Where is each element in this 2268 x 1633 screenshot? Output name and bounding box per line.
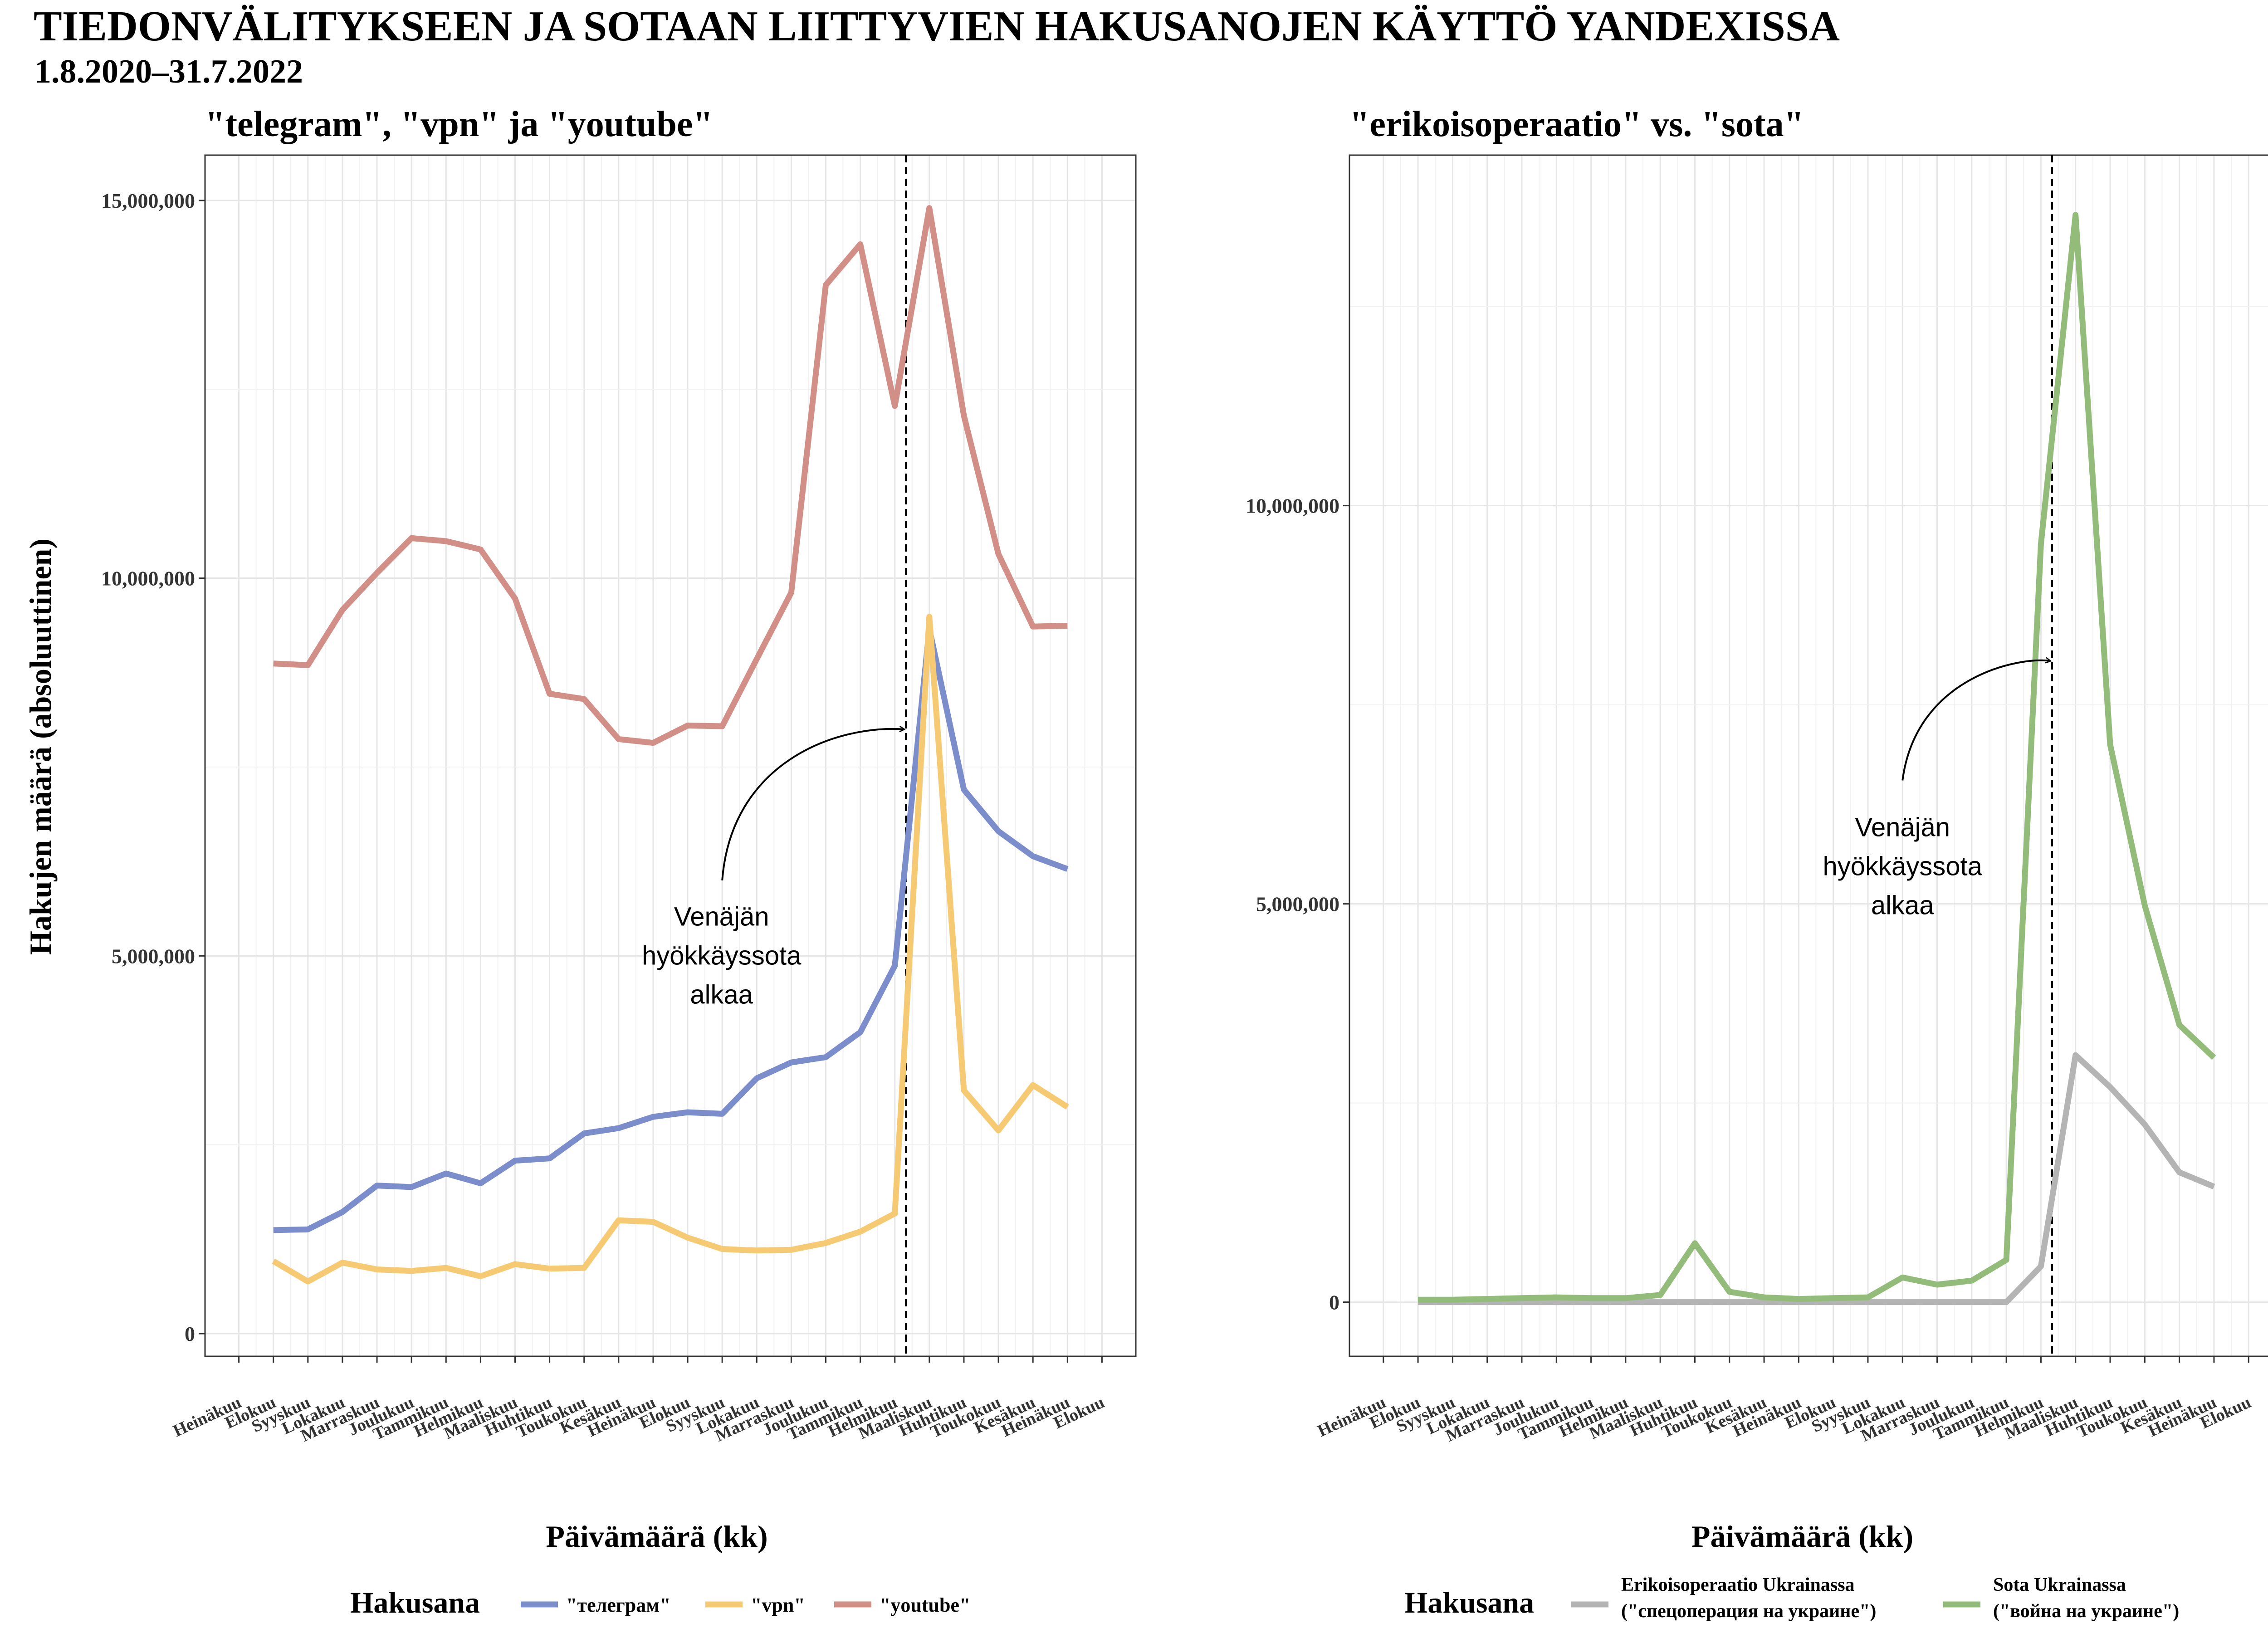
- grid: [1349, 155, 2268, 1356]
- y-tick-label: 0: [1329, 1291, 1339, 1314]
- annotation-text: alkaa: [690, 980, 753, 1010]
- panel-border: [204, 154, 1137, 1357]
- y-tick-label: 15,000,000: [101, 189, 195, 212]
- y-tick-label: 10,000,000: [1246, 494, 1339, 518]
- legend: Hakusana Erikoisoperaatio Ukrainassa ("спе…: [1404, 1574, 2179, 1622]
- legend-title: Hakusana: [1404, 1586, 1534, 1619]
- legend-label: "youtube": [880, 1594, 970, 1616]
- series-group: [272, 205, 1069, 1285]
- y-tick-label: 0: [185, 1322, 195, 1345]
- y-tick-label: 5,000,000: [112, 944, 195, 968]
- legend-label-sub: ("война на украине"): [1993, 1601, 2179, 1622]
- annotation-text: alkaa: [1871, 890, 1934, 920]
- legend-item-1[interactable]: "телеграм": [521, 1594, 671, 1616]
- y-tick-label: 5,000,000: [1256, 893, 1339, 916]
- series-group: [1418, 212, 2216, 1305]
- series-line-2: [272, 614, 1069, 1285]
- main-title: TIEDONVÄLITYKSEEN JA SOTAAN LIITTYVIEN H…: [34, 3, 1840, 50]
- annotation-text: Venäjän: [1855, 812, 1950, 842]
- chart-panel-1: 05,000,00010,000,00015,000,000HeinäkuuEl…: [23, 104, 1137, 1619]
- panel-title: "telegram", "vpn" ja "youtube": [205, 104, 713, 144]
- legend-label-sub: ("спецоперация на украине"): [1621, 1601, 1876, 1622]
- annotation-text: Venäjän: [674, 902, 769, 932]
- y-axis-label: Hakujen määrä (absoluuttinen): [23, 538, 58, 955]
- panel-border: [1349, 154, 2268, 1357]
- annotation: Venäjän hyökkäyssota alkaa: [1823, 660, 2050, 920]
- legend-item-2[interactable]: "vpn": [705, 1594, 805, 1616]
- x-axis-label: Päivämäärä (kk): [1691, 1519, 1913, 1554]
- legend-item-2[interactable]: Sota Ukrainassa ("война на украине"): [1943, 1574, 2179, 1622]
- annotation-arrow: [1901, 660, 2050, 781]
- series-line-3: [273, 205, 1068, 746]
- legend-item-1[interactable]: Erikoisoperaatio Ukrainassa ("спецопераци…: [1571, 1574, 1876, 1622]
- series-line-2: [1418, 212, 2216, 1303]
- chart-panel-2: 05,000,00010,000,000HeinäkuuElokuuSyysku…: [1246, 104, 2268, 1622]
- main-subtitle: 1.8.2020–31.7.2022: [34, 53, 303, 90]
- annotation-text: hyökkäyssota: [642, 941, 802, 971]
- annotation-text: hyökkäyssota: [1823, 851, 1983, 881]
- legend-title: Hakusana: [350, 1586, 480, 1619]
- legend-item-3[interactable]: "youtube": [834, 1594, 970, 1616]
- series-line-1: [1418, 1052, 2215, 1305]
- legend-label: "vpn": [751, 1594, 805, 1616]
- y-tick-label: 10,000,000: [101, 567, 195, 590]
- legend-label: "телеграм": [566, 1594, 671, 1616]
- x-axis-label: Päivämäärä (kk): [546, 1519, 767, 1554]
- legend-label: Erikoisoperaatio Ukrainassa: [1621, 1574, 1855, 1595]
- annotation-arrow: [721, 729, 904, 880]
- panel-title: "erikoisoperaatio" vs. "sota": [1349, 104, 1804, 144]
- legend: Hakusana "телеграм" "vpn" "youtube": [350, 1586, 970, 1619]
- grid: [205, 155, 1136, 1356]
- legend-label: Sota Ukrainassa: [1993, 1574, 2126, 1595]
- annotation: Venäjän hyökkäyssota alkaa: [642, 729, 904, 1010]
